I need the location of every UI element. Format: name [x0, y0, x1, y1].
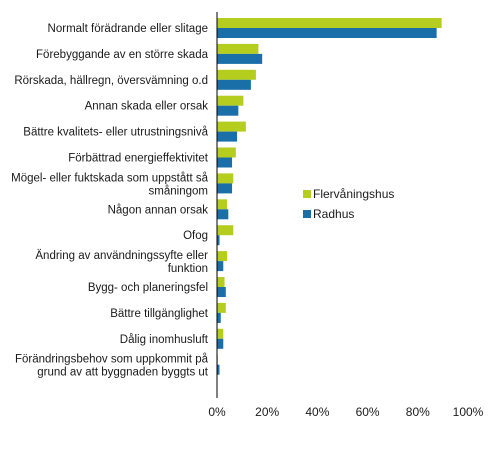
category-label: Annan skada eller orsak [85, 101, 209, 113]
bar-flervaningshus [217, 173, 234, 184]
x-tick-labels: 0% 20% 40% 60% 80% 100% [208, 405, 483, 419]
x-tick-label: 60% [356, 405, 380, 419]
legend-label: Radhus [313, 207, 354, 221]
bar-radhus [217, 79, 251, 90]
bar-radhus [217, 157, 233, 168]
bar-radhus [217, 261, 224, 272]
category-label: Någon annan orsak [108, 204, 209, 216]
category-label: Förebyggande av en större skada [36, 49, 209, 61]
category-label: Ändring av användningssyfte eller funktio… [35, 250, 208, 275]
bar-flervaningshus [217, 302, 226, 313]
category-label: Förbättrad energieffektivitet [68, 153, 209, 165]
bar-radhus [217, 338, 224, 349]
bar-radhus [217, 364, 220, 375]
bar-radhus [217, 209, 229, 220]
bar-radhus [217, 312, 221, 323]
x-tick-label: 100% [453, 405, 484, 419]
bar-flervaningshus [217, 121, 246, 132]
x-tick-label: 80% [406, 405, 430, 419]
bar-radhus [217, 53, 263, 64]
bar-flervaningshus [217, 147, 236, 158]
legend-label: Flervåningshus [313, 187, 394, 201]
category-label: Bättre tillgänglighet [110, 308, 209, 320]
bars-group [217, 18, 442, 375]
bar-flervaningshus [217, 277, 225, 287]
x-tick-label: 40% [305, 405, 329, 419]
bar-flervaningshus [217, 199, 228, 210]
bar-radhus [217, 105, 239, 116]
bar-flervaningshus [217, 43, 259, 54]
legend-swatch [303, 210, 311, 218]
x-tick-label: 0% [208, 405, 226, 419]
bar-flervaningshus [217, 18, 442, 28]
bar-flervaningshus [217, 225, 234, 236]
legend: Flervåningshus Radhus [303, 187, 394, 221]
category-label: Mögel- eller fuktskada som uppstått så sm… [11, 172, 208, 197]
category-label: Ofog [183, 230, 208, 242]
bar-radhus [217, 131, 238, 142]
category-label: Förändringsbehov som uppkommit på grund a… [15, 354, 209, 379]
bar-radhus [217, 287, 226, 297]
x-tick-label: 20% [255, 405, 279, 419]
category-labels: Normalt förädrande eller slitage Förebygg… [11, 23, 209, 379]
bar-flervaningshus [217, 328, 224, 339]
bar-radhus [217, 28, 437, 38]
bar-flervaningshus [217, 251, 228, 262]
category-label: Normalt förädrande eller slitage [48, 23, 208, 35]
bar-flervaningshus [217, 95, 244, 106]
legend-swatch [303, 190, 311, 198]
bar-radhus [217, 183, 233, 194]
category-label: Bättre kvalitets- eller utrustningsnivå [23, 127, 208, 139]
bar-flervaningshus [217, 69, 256, 80]
category-label: Dålig inomhusluft [120, 334, 209, 346]
category-label: Rörskada, hällregn, översvämning o.d [14, 75, 208, 87]
bar-radhus [217, 235, 220, 246]
category-label: Bygg- och planeringsfel [88, 282, 208, 294]
